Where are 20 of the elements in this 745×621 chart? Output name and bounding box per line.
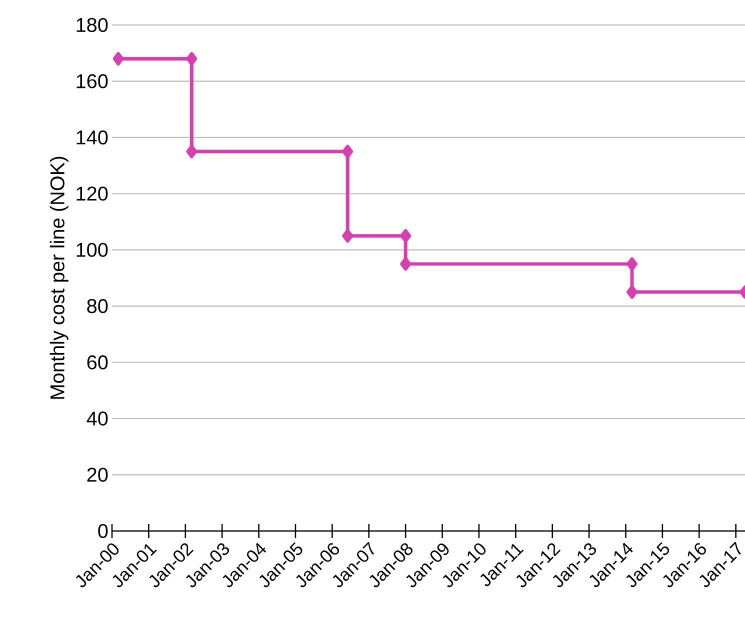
y-tick-label: 120 [76, 186, 108, 201]
y-tick-label: 100 [76, 242, 108, 257]
y-tick-label: 180 [76, 18, 108, 32]
y-tick-label: 140 [76, 130, 108, 144]
y-axis-title: Monthly cost per line (NOK) [50, 156, 68, 399]
point [342, 144, 354, 158]
point [400, 229, 412, 243]
y-tick-label: 160 [76, 74, 108, 88]
point [626, 285, 638, 299]
point [400, 257, 412, 271]
point [342, 229, 354, 243]
y-tick-label: 80 [87, 299, 108, 314]
y-tick-label: 20 [87, 468, 108, 482]
y-tick-label: 0 [98, 524, 108, 538]
y-tick-label: 60 [87, 355, 108, 370]
y-tick-label: 40 [86, 412, 108, 426]
point [112, 52, 124, 66]
point [186, 144, 198, 158]
point [186, 52, 198, 66]
point [626, 257, 638, 271]
